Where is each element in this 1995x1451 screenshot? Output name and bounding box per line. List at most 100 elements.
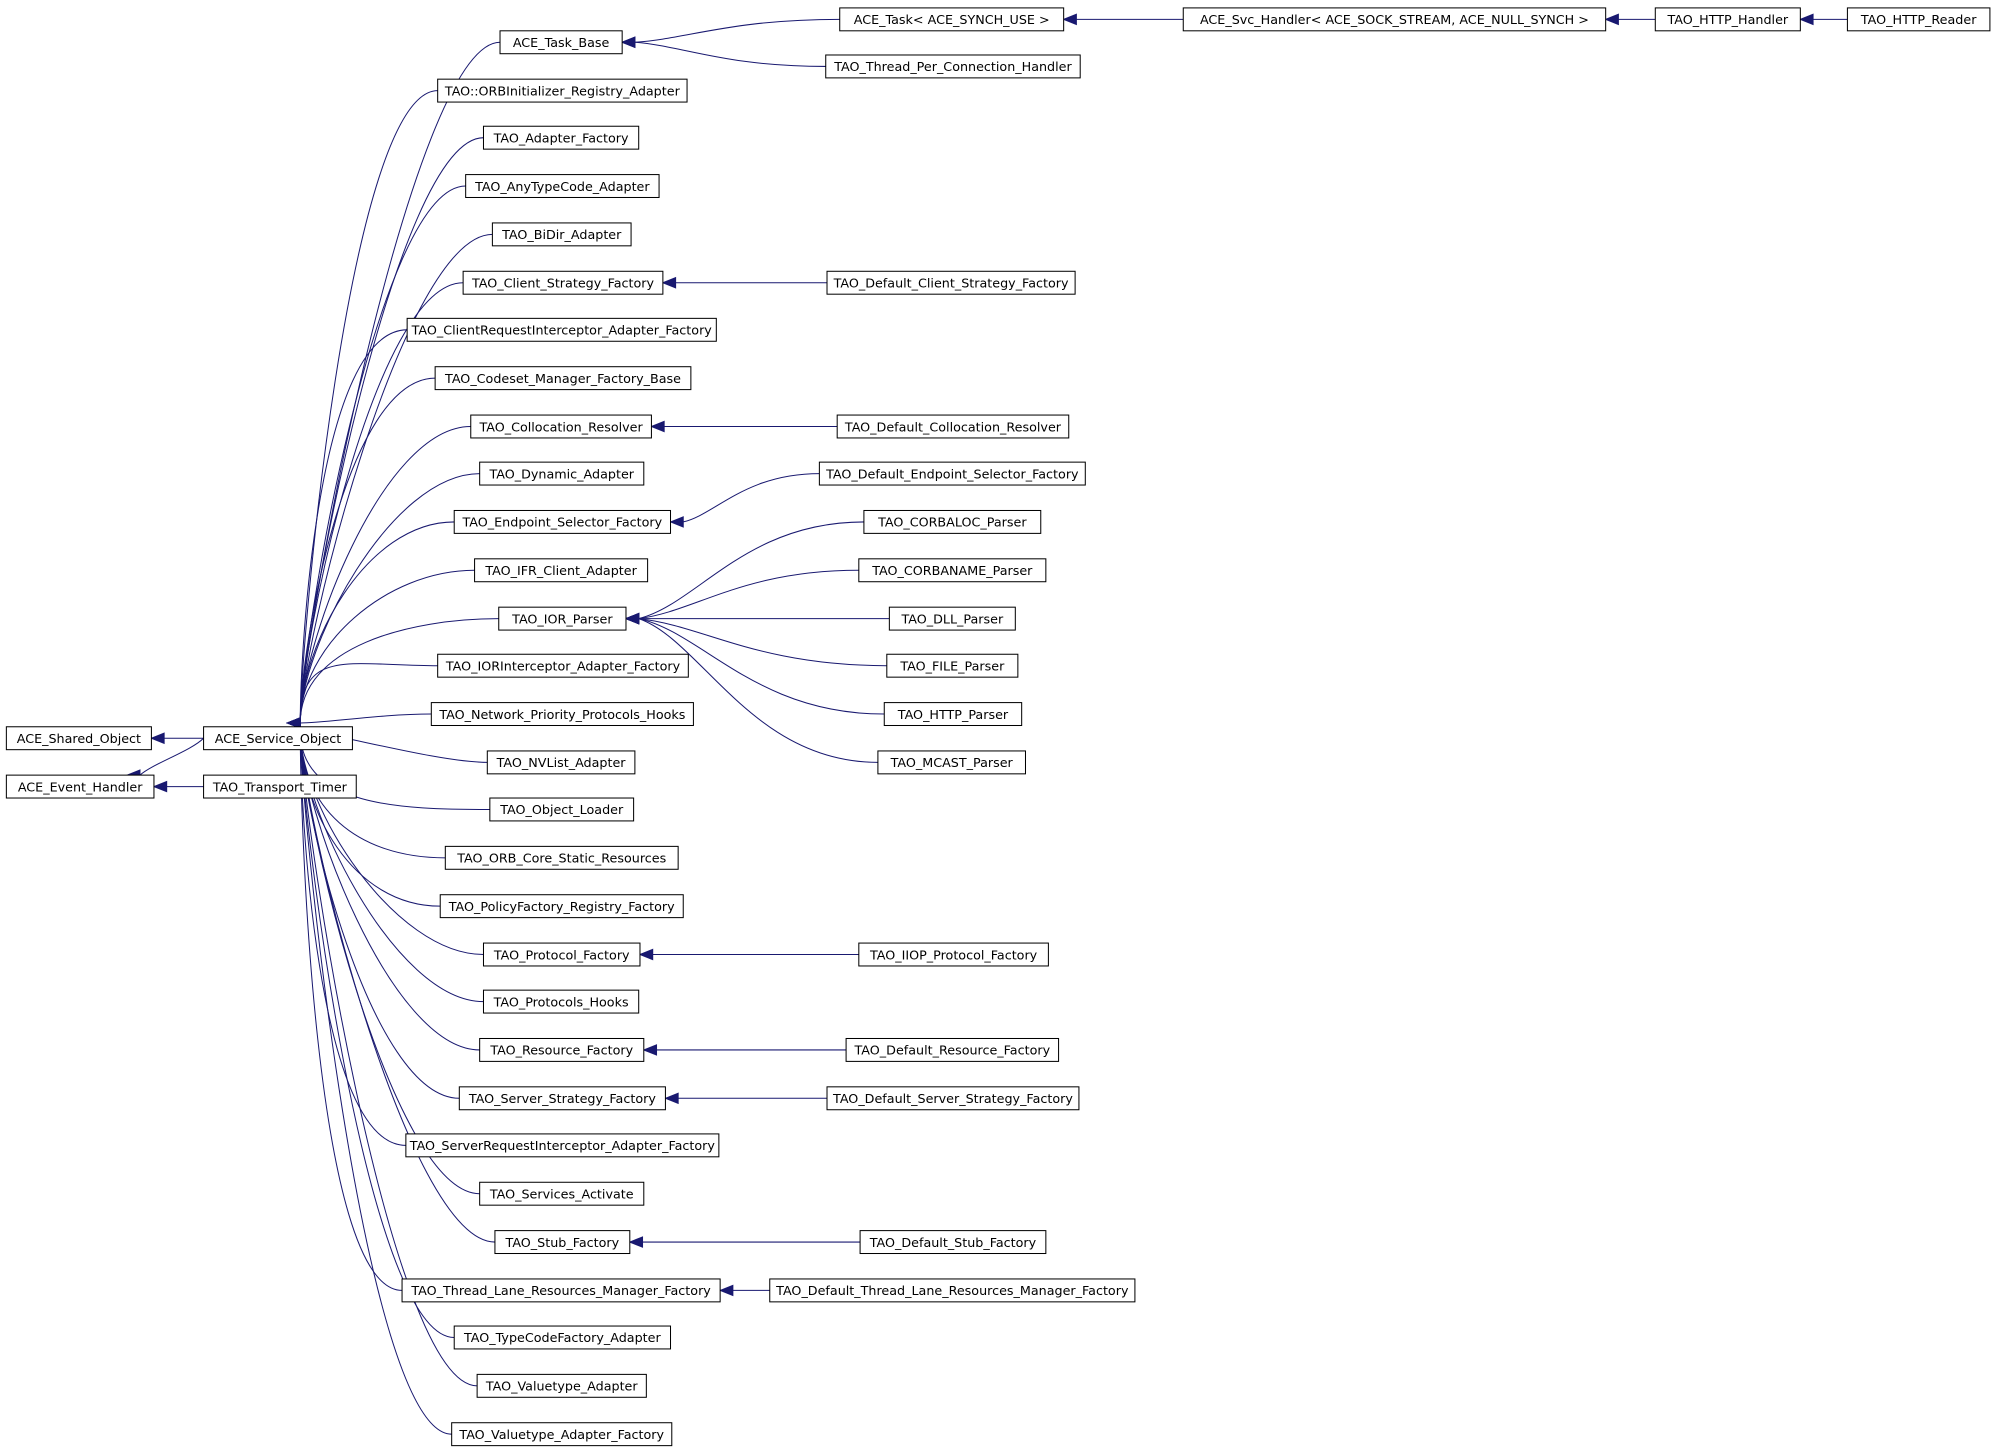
class-box[interactable]: [839, 7, 1065, 32]
class-box[interactable]: [858, 558, 1047, 583]
class-box[interactable]: [482, 989, 640, 1014]
class-label[interactable]: TAO_PolicyFactory_Registry_Factory: [448, 899, 675, 914]
class-label[interactable]: TAO_IFR_Client_Adapter: [484, 563, 637, 578]
class-label[interactable]: TAO_Default_Resource_Factory: [854, 1043, 1051, 1058]
class-box[interactable]: [479, 1037, 645, 1062]
class-box[interactable]: [877, 750, 1026, 775]
class-box[interactable]: [470, 414, 652, 439]
class-box[interactable]: [888, 606, 1016, 631]
class-label[interactable]: TAO_MCAST_Parser: [890, 755, 1014, 770]
class-label[interactable]: TAO_Default_Thread_Lane_Resources_Manage…: [775, 1283, 1129, 1298]
class-label[interactable]: ACE_Shared_Object: [17, 731, 141, 746]
class-label[interactable]: TAO_IIOP_Protocol_Factory: [869, 947, 1038, 962]
class-label[interactable]: TAO_Protocols_Hooks: [493, 994, 629, 1009]
class-box[interactable]: [825, 54, 1081, 79]
class-label[interactable]: TAO_Codeset_Manager_Factory_Base: [444, 371, 681, 386]
class-label[interactable]: TAO_Adapter_Factory: [493, 130, 629, 145]
class-box[interactable]: [479, 461, 645, 486]
class-box[interactable]: [491, 222, 632, 247]
class-box[interactable]: [482, 125, 640, 150]
class-box[interactable]: [858, 942, 1049, 967]
class-label[interactable]: TAO_Client_Strategy_Factory: [471, 276, 655, 291]
class-label[interactable]: TAO_Stub_Factory: [505, 1235, 620, 1250]
class-label[interactable]: TAO_Default_Stub_Factory: [869, 1235, 1037, 1250]
class-label[interactable]: TAO_Thread_Per_Connection_Handler: [833, 59, 1072, 74]
class-box[interactable]: [826, 270, 1076, 295]
class-label[interactable]: TAO_Network_Priority_Protocols_Hooks: [438, 707, 685, 722]
class-label[interactable]: TAO_Default_Client_Strategy_Factory: [833, 276, 1069, 291]
class-label[interactable]: TAO_Object_Loader: [499, 802, 624, 817]
class-box[interactable]: [476, 1373, 647, 1398]
class-box[interactable]: [203, 726, 353, 751]
class-label[interactable]: TAO_BiDir_Adapter: [501, 227, 622, 242]
class-label[interactable]: TAO_Default_Endpoint_Selector_Factory: [825, 466, 1079, 481]
class-box[interactable]: [498, 606, 627, 631]
class-label[interactable]: TAO_ORB_Core_Static_Resources: [456, 851, 666, 866]
class-label[interactable]: ACE_Task_Base: [513, 35, 610, 50]
class-label[interactable]: TAO_HTTP_Handler: [1667, 12, 1789, 27]
class-box[interactable]: [836, 414, 1070, 439]
class-box[interactable]: [406, 317, 717, 342]
class-label[interactable]: TAO_HTTP_Reader: [1860, 12, 1977, 27]
class-box[interactable]: [458, 1086, 666, 1111]
class-label[interactable]: TAO_NVList_Adapter: [496, 755, 627, 770]
class-box[interactable]: [845, 1037, 1060, 1062]
class-box[interactable]: [434, 366, 692, 391]
class-box[interactable]: [203, 774, 357, 799]
class-label[interactable]: TAO_IORInterceptor_Adapter_Factory: [445, 658, 681, 673]
class-box[interactable]: [453, 1325, 672, 1350]
class-label[interactable]: TAO_TypeCodeFactory_Adapter: [463, 1330, 661, 1345]
class-label[interactable]: TAO_Protocol_Factory: [493, 947, 630, 962]
class-box[interactable]: [444, 845, 679, 870]
class-label[interactable]: ACE_Event_Handler: [18, 779, 143, 794]
class-box[interactable]: [401, 1278, 721, 1303]
class-label[interactable]: TAO_CORBALOC_Parser: [877, 515, 1027, 530]
class-label[interactable]: TAO_Server_Strategy_Factory: [468, 1091, 656, 1106]
class-box[interactable]: [769, 1278, 1136, 1303]
class-label[interactable]: TAO_IOR_Parser: [511, 611, 613, 626]
class-box[interactable]: [453, 509, 672, 534]
class-box[interactable]: [886, 653, 1019, 678]
class-label[interactable]: TAO_Resource_Factory: [489, 1043, 633, 1058]
class-box[interactable]: [494, 1230, 631, 1255]
class-label[interactable]: TAO_ClientRequestInterceptor_Adapter_Fac…: [411, 323, 713, 338]
class-label[interactable]: TAO_DLL_Parser: [900, 611, 1004, 626]
class-label[interactable]: TAO_FILE_Parser: [899, 658, 1005, 673]
class-box[interactable]: [430, 702, 694, 727]
class-label[interactable]: TAO_Endpoint_Selector_Factory: [462, 515, 663, 530]
class-label[interactable]: TAO_Default_Server_Strategy_Factory: [832, 1091, 1073, 1106]
class-label[interactable]: ACE_Service_Object: [215, 731, 342, 746]
class-label[interactable]: TAO_Valuetype_Adapter_Factory: [458, 1427, 664, 1442]
class-box[interactable]: [486, 750, 636, 775]
class-label[interactable]: TAO_Dynamic_Adapter: [488, 466, 634, 481]
class-box[interactable]: [883, 702, 1023, 727]
class-label[interactable]: TAO_CORBANAME_Parser: [871, 563, 1033, 578]
class-box[interactable]: [1182, 7, 1607, 32]
class-box[interactable]: [818, 461, 1086, 486]
class-label[interactable]: TAO_Valuetype_Adapter: [485, 1379, 639, 1394]
class-box[interactable]: [489, 797, 635, 822]
class-label[interactable]: TAO_Default_Collocation_Resolver: [844, 419, 1062, 434]
class-label[interactable]: ACE_Svc_Handler< ACE_SOCK_STREAM, ACE_NU…: [1200, 12, 1589, 27]
class-box[interactable]: [439, 894, 684, 919]
class-label[interactable]: TAO_AnyTypeCode_Adapter: [474, 179, 650, 194]
class-label[interactable]: ACE_Task< ACE_SYNCH_USE >: [854, 12, 1050, 27]
class-box[interactable]: [479, 1181, 645, 1206]
class-box[interactable]: [437, 78, 688, 103]
class-box[interactable]: [474, 558, 649, 583]
class-box[interactable]: [451, 1422, 673, 1447]
class-label[interactable]: TAO_Services_Activate: [489, 1186, 634, 1201]
class-box[interactable]: [462, 270, 664, 295]
class-box[interactable]: [1654, 7, 1801, 32]
class-box[interactable]: [1846, 7, 1991, 32]
class-box[interactable]: [499, 30, 623, 55]
class-label[interactable]: TAO_Collocation_Resolver: [478, 419, 643, 434]
class-label[interactable]: TAO_Thread_Lane_Resources_Manager_Factor…: [410, 1283, 711, 1298]
class-label[interactable]: TAO_ServerRequestInterceptor_Adapter_Fac…: [409, 1138, 716, 1153]
class-box[interactable]: [465, 174, 660, 198]
class-box[interactable]: [5, 774, 155, 799]
class-box[interactable]: [863, 509, 1042, 534]
class-label[interactable]: TAO::ORBInitializer_Registry_Adapter: [444, 83, 681, 98]
class-box[interactable]: [826, 1086, 1080, 1111]
class-box[interactable]: [437, 653, 689, 678]
